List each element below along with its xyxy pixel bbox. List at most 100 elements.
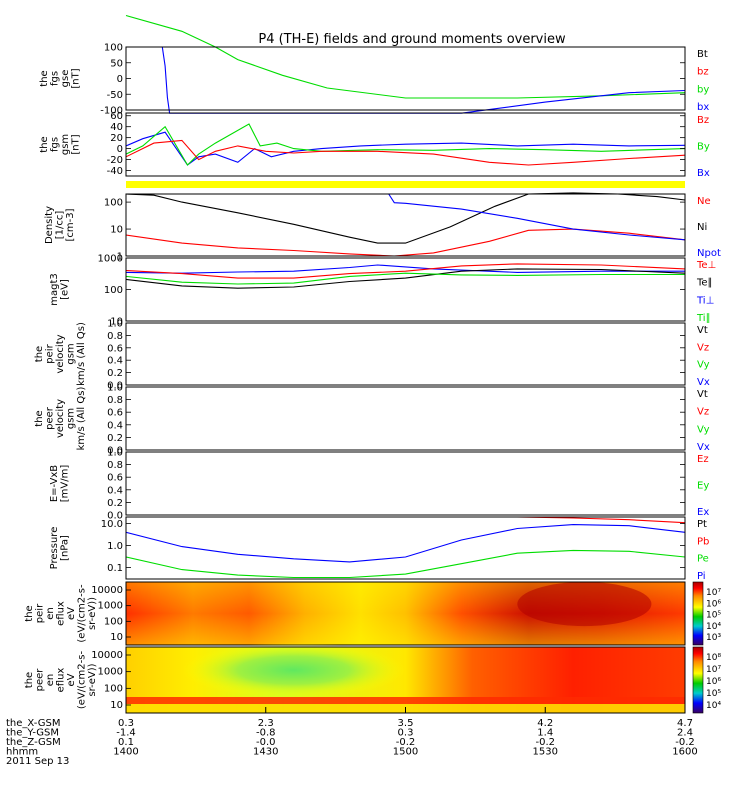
colorbar-tick-label: 10⁶: [706, 677, 721, 687]
legend-entry: Bt: [697, 49, 708, 60]
y-axis-label: [1/cc]: [55, 211, 66, 240]
panel-frame: [125, 386, 686, 451]
y-tick-label: 0.2: [107, 368, 123, 379]
y-axis-label: velocity: [55, 334, 66, 373]
y-tick-label: 60: [110, 111, 123, 122]
series-line-Ti∥: [125, 272, 685, 285]
series-line-Bz: [125, 139, 686, 166]
y-axis-label: peer: [45, 406, 56, 430]
legend-entry: by: [697, 84, 709, 95]
series-line-By: [125, 123, 686, 166]
legend-entry: Ni: [697, 222, 707, 233]
y-tick-label: 1000: [98, 254, 123, 265]
colorbar-tick-label: 10⁴: [706, 622, 721, 632]
y-tick-label: 10000: [91, 650, 123, 661]
series-line-Te∥: [125, 268, 686, 289]
colorbar-tick-label: 10⁵: [706, 689, 721, 699]
x-tick-label: 0.1: [118, 737, 134, 748]
legend-entry: Pt: [697, 519, 707, 530]
y-tick-label: -50: [107, 90, 123, 101]
series-line-Ni: [125, 192, 686, 244]
legend-entry: Te∥: [696, 278, 713, 289]
y-axis-label: en: [45, 674, 56, 687]
y-axis-label: sr-eV)): [87, 597, 98, 630]
y-tick-label: 10: [110, 632, 123, 643]
y-tick-label: 1000: [98, 667, 123, 678]
y-tick-label: 10: [110, 700, 123, 711]
y-axis-label: gsm: [66, 343, 77, 364]
x-tick-label: -0.2: [535, 737, 555, 748]
series-line-Pb: [517, 516, 686, 524]
x-tick-label: 1400: [113, 747, 138, 758]
colorbar-tick-label: 10⁷: [706, 665, 721, 675]
chart-title: P4 (TH-E) fields and ground moments over…: [258, 32, 566, 47]
panel-frame: [125, 257, 686, 322]
y-axis-label: [nT]: [71, 68, 82, 88]
y-tick-label: 20: [110, 133, 123, 144]
x-tick-label: -0.2: [396, 737, 416, 748]
y-tick-label: 1: [117, 252, 123, 263]
legend-entry: Ey: [697, 481, 709, 492]
legend-entry: Pe: [697, 554, 709, 565]
y-axis-label: peir: [35, 603, 46, 623]
legend-entry: Vt: [697, 325, 708, 336]
y-axis-label: gsm: [66, 408, 77, 429]
y-tick-label: 0.4: [107, 420, 123, 431]
legend-entry: Ne: [697, 196, 711, 207]
legend-entry: Te⊥: [696, 260, 716, 271]
y-tick-label: 100: [104, 616, 123, 627]
panel-fgs_gse: 100 50 0 -50 -100 the fgs gse [nT] Bt bz by bx: [39, 14, 709, 117]
y-axis-label: eflux: [56, 601, 67, 626]
x-tick-label: -0.8: [256, 728, 276, 739]
colorbar-tick-label: 10³: [706, 633, 721, 643]
x-tick-label: 0.3: [398, 728, 414, 739]
x-tick-label: -0.2: [675, 737, 695, 748]
series-line-Pi: [125, 524, 686, 563]
electron-low-flux-region: [181, 642, 406, 698]
y-axis-label: [cm-3]: [65, 208, 76, 241]
x-tick-label: 1600: [672, 747, 697, 758]
y-tick-label: 0.2: [107, 433, 123, 444]
series-line-by: [125, 14, 686, 99]
x-tick-label: 1.4: [537, 728, 553, 739]
legend-entry: Ex: [697, 507, 709, 518]
x-row-label: the_Y-GSM: [6, 728, 59, 739]
y-axis-label: [eV]: [60, 279, 71, 300]
date-label: 2011 Sep 13: [6, 756, 69, 767]
legend-entry: bz: [697, 67, 709, 78]
y-axis-label: eV: [66, 673, 77, 686]
colorbar: [692, 646, 704, 714]
legend-entry: Vt: [697, 389, 708, 400]
y-axis-label: eflux: [56, 668, 67, 693]
y-tick-label: 0.8: [107, 395, 123, 406]
colorbar: [692, 581, 704, 646]
y-axis-label: (eV/(cm2-s-: [77, 584, 88, 643]
y-tick-label: 0: [117, 144, 123, 155]
x-tick-label: -0.0: [256, 737, 276, 748]
legend-entry: Vy: [697, 424, 710, 435]
y-axis-label: the: [24, 672, 35, 688]
series-line-bx: [161, 46, 686, 114]
panel-temperature: 1000 100 10 magt3 [eV] Te⊥ Te∥ Ti⊥ Ti∥: [49, 254, 716, 328]
colorbar-tick-label: 10⁴: [706, 701, 721, 711]
legend-entry: Bz: [697, 115, 709, 126]
y-axis-label: [nPa]: [60, 535, 71, 561]
colorbar-tick-label: 10⁸: [706, 653, 721, 663]
y-tick-label: 0.6: [107, 408, 123, 419]
colorbar-tick-label: 10⁵: [706, 611, 721, 621]
panel-frame: [125, 581, 686, 646]
y-tick-label: 0.0: [107, 381, 123, 392]
y-axis-label: the: [24, 605, 35, 621]
y-tick-label: 0.4: [107, 356, 123, 367]
colorbar-tick-label: 10⁶: [706, 599, 721, 609]
y-axis-label: the: [34, 346, 45, 362]
panel-frame: [125, 322, 686, 386]
legend-entry: Vy: [697, 360, 710, 371]
y-axis-label: sr-eV)): [87, 663, 98, 696]
y-axis-label: velocity: [55, 399, 66, 438]
y-axis-label: E=-VxB: [49, 465, 60, 502]
x-tick-label: 4.2: [537, 718, 553, 729]
y-axis-label: gse: [60, 70, 71, 88]
y-axis-label: km/s (All Qs): [76, 322, 87, 386]
